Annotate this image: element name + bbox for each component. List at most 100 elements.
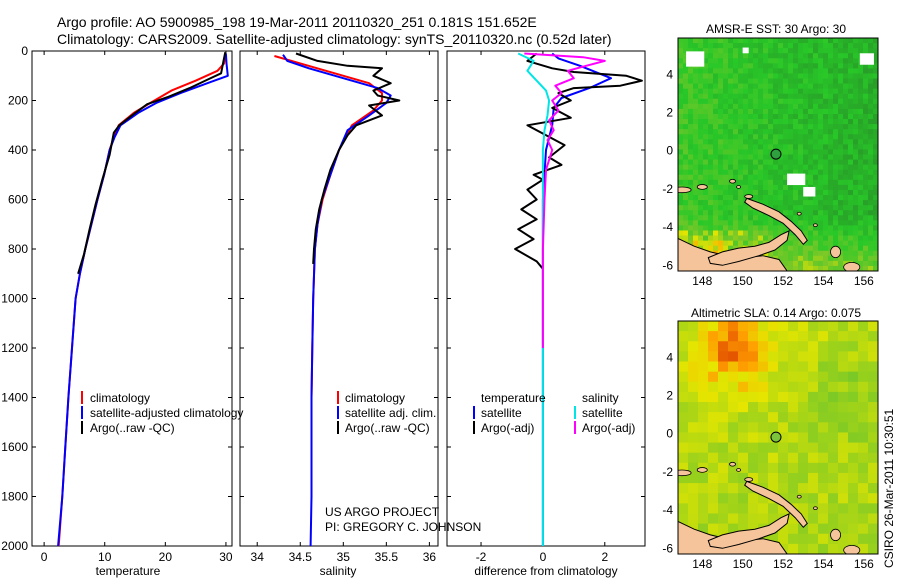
map-cell — [703, 139, 709, 145]
map-cell — [708, 164, 714, 171]
map-cell — [773, 144, 779, 151]
map-cell — [783, 103, 789, 110]
map-cell — [683, 149, 689, 156]
map-cell — [773, 68, 779, 75]
map-cell — [768, 48, 774, 54]
map-cell — [828, 83, 834, 90]
map-cell — [838, 200, 844, 206]
map-cell — [808, 124, 814, 130]
map-cell — [848, 442, 859, 454]
map-cell — [733, 189, 739, 196]
map-cell — [733, 124, 739, 130]
map-cell — [783, 139, 789, 145]
map-cell — [868, 113, 874, 120]
map-cell — [863, 149, 869, 156]
map-cell — [838, 371, 849, 383]
map-cell — [723, 108, 729, 115]
map-cell — [738, 503, 749, 515]
map-cell — [753, 195, 759, 201]
map-cell — [753, 144, 759, 151]
map-cell — [718, 93, 724, 100]
map-cell — [873, 149, 878, 156]
map-cell — [748, 124, 754, 130]
map-cell — [708, 124, 714, 130]
map-cell — [858, 265, 864, 271]
map-cell — [693, 179, 699, 186]
map-cell — [858, 149, 864, 156]
map-cell — [758, 493, 769, 504]
map-cell — [718, 58, 724, 64]
map-cell — [818, 402, 829, 413]
map-cell — [788, 108, 794, 115]
map-cell — [828, 493, 839, 504]
map-cell — [838, 129, 844, 135]
map-cell — [808, 179, 814, 186]
map-cell — [733, 220, 739, 227]
sst-map-ytick-label: 2 — [666, 105, 673, 119]
difference-legend: temperature satellite Argo(-adj) salinit… — [473, 391, 635, 435]
map-cell — [858, 113, 864, 120]
map-cell — [848, 164, 854, 171]
map-cell — [723, 200, 729, 206]
map-cell — [873, 58, 878, 64]
map-cell — [813, 108, 819, 115]
map-cell — [803, 73, 809, 80]
map-cell — [823, 255, 829, 262]
map-cell — [703, 225, 709, 232]
map-cell — [803, 245, 809, 252]
salinity-xtick-label: 36 — [423, 550, 437, 564]
map-cell — [828, 205, 834, 211]
map-cell — [708, 230, 714, 237]
map-cell — [703, 235, 709, 242]
map-cell — [793, 83, 799, 90]
map-cell — [828, 452, 839, 464]
map-cell — [778, 119, 784, 125]
map-cell — [688, 215, 694, 221]
map-cell — [828, 361, 839, 373]
map-cell — [818, 144, 824, 151]
map-cell — [798, 53, 804, 59]
depth-tick-label: 600 — [8, 193, 28, 207]
map-cell — [823, 220, 829, 227]
map-cell — [678, 154, 684, 161]
map-cell — [848, 189, 854, 196]
map-cell — [868, 134, 874, 140]
map-cell — [693, 195, 699, 201]
map-cell — [858, 513, 869, 525]
map-cell — [833, 43, 839, 49]
map-cell — [863, 164, 869, 171]
map-cell — [783, 129, 789, 135]
salinity-series — [274, 52, 401, 546]
map-cell — [678, 483, 689, 494]
map-cell — [713, 129, 719, 135]
map-cell — [813, 250, 819, 257]
map-cell — [748, 351, 759, 363]
map-cell — [678, 381, 689, 393]
map-cell — [813, 93, 819, 100]
map-cell — [743, 235, 749, 242]
map-cell — [818, 432, 829, 444]
temperature-panel-frame — [31, 50, 233, 547]
depth-tick-label: 1600 — [1, 440, 28, 454]
map-cell — [798, 260, 804, 267]
map-cell — [873, 250, 878, 257]
map-cell — [798, 321, 809, 332]
map-cell — [873, 103, 878, 110]
map-cell — [818, 68, 824, 75]
map-cell — [833, 235, 839, 242]
map-cell — [738, 189, 744, 196]
salinity-panel-frame — [239, 50, 439, 547]
map-cell — [693, 154, 699, 161]
map-cell — [738, 129, 744, 135]
map-cell — [798, 432, 809, 444]
map-cell — [868, 215, 874, 221]
map-cell — [808, 341, 819, 352]
map-cell — [768, 73, 774, 80]
map-cell — [833, 184, 839, 191]
map-cell — [808, 205, 814, 211]
map-cell — [868, 129, 874, 135]
map-cell — [728, 93, 734, 100]
map-cell — [753, 169, 759, 176]
map-cell — [868, 265, 874, 271]
map-cell — [723, 73, 729, 80]
